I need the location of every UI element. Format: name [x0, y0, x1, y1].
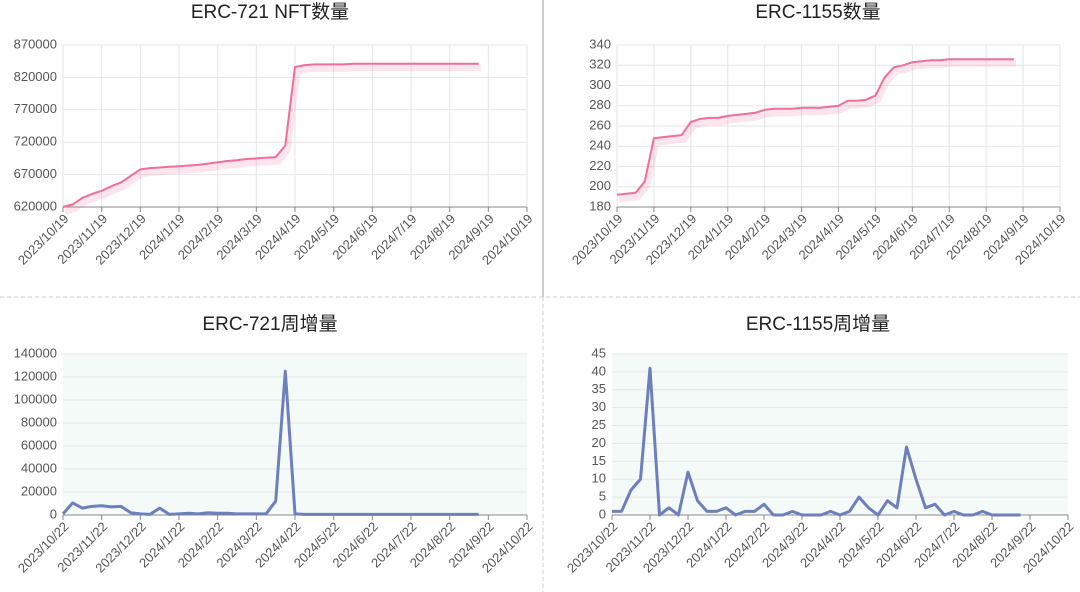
y-tick-label: 20000: [21, 483, 57, 498]
line: [61, 369, 479, 516]
y-tick-label: 720000: [14, 134, 57, 149]
y-tick-label: 770000: [14, 101, 57, 116]
line-shadow: [618, 59, 1016, 203]
y-tick-label: 5: [599, 489, 606, 504]
y-tick-label: 340: [589, 36, 611, 51]
y-tick-label: 240: [589, 138, 611, 153]
y-tick-label: 120000: [14, 368, 57, 383]
y-tick-label: 220: [589, 158, 611, 173]
y-tick-label: 80000: [21, 414, 57, 429]
y-tick-label: 25: [592, 417, 606, 432]
plot-area: [63, 354, 527, 515]
y-tick-label: 100000: [14, 391, 57, 406]
y-tick-label: 20: [592, 435, 606, 450]
line: [62, 62, 479, 208]
y-tick-label: 0: [50, 506, 57, 521]
y-tick-label: 30: [592, 399, 606, 414]
y-tick-label: 870000: [14, 36, 57, 51]
y-tick-label: 620000: [14, 198, 57, 213]
y-tick-label: 300: [589, 77, 611, 92]
y-tick-label: 140000: [14, 345, 57, 360]
y-tick-label: 15: [592, 453, 606, 468]
y-tick-label: 280: [589, 97, 611, 112]
y-tick-label: 60000: [21, 437, 57, 452]
chart-title: ERC-1155数量: [755, 1, 880, 23]
y-tick-label: 35: [592, 381, 606, 396]
line: [612, 366, 1021, 517]
y-tick-label: 670000: [14, 166, 57, 181]
y-tick-label: 10: [592, 471, 606, 486]
chart-title: ERC-721周增量: [202, 313, 337, 335]
y-tick-label: 45: [592, 345, 606, 360]
y-tick-label: 40000: [21, 460, 57, 475]
chart-title: ERC-1155周增量: [746, 313, 890, 335]
y-tick-label: 180: [589, 198, 611, 213]
line: [616, 58, 1014, 196]
y-tick-label: 260: [589, 117, 611, 132]
y-tick-label: 820000: [14, 69, 57, 84]
line-shadow: [64, 64, 481, 215]
y-tick-label: 0: [599, 506, 606, 521]
y-tick-label: 40: [592, 363, 606, 378]
chart-title: ERC-721 NFT数量: [191, 1, 349, 23]
y-tick-label: 320: [589, 57, 611, 72]
plot-area: [612, 354, 1068, 515]
y-tick-label: 200: [589, 178, 611, 193]
